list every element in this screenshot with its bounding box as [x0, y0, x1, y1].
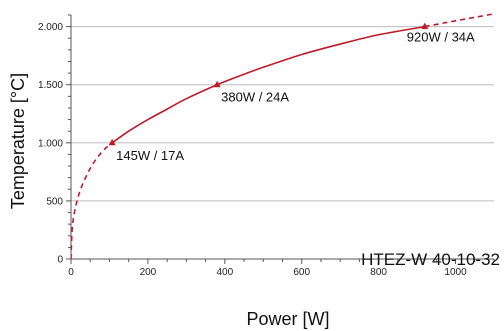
data-point-label: 380W / 24A	[221, 90, 289, 105]
x-tick-label: 1000	[444, 267, 467, 278]
y-tick-label: 1.000	[38, 138, 63, 149]
data-points	[108, 22, 429, 146]
x-tick-label: 600	[293, 267, 310, 278]
gridlines	[71, 26, 494, 202]
y-axis-title: Temperature [°C]	[8, 73, 28, 209]
y-tick-label: 1.500	[38, 80, 63, 91]
x-tick-label: 200	[140, 267, 157, 278]
data-point-label: 145W / 17A	[116, 148, 184, 163]
x-tick-label: 0	[68, 267, 74, 278]
x-tick-label: 800	[370, 267, 387, 278]
x-tick-label: 400	[216, 267, 233, 278]
ticks: 0 200 400 600 800 1000 0 500 1.000 1.500 2.000	[38, 14, 495, 278]
axes	[70, 15, 494, 260]
model-label: HTEZ-W 40-10-32	[361, 250, 500, 269]
series-line-dashed	[424, 13, 495, 28]
text-labels: 145W / 17A 380W / 24A 920W / 34A	[116, 30, 475, 163]
x-axis-title: Power [W]	[246, 309, 329, 329]
data-point-marker	[421, 22, 429, 30]
series-line-solid	[111, 25, 425, 144]
y-tick-label: 2.000	[38, 22, 63, 33]
y-tick-label: 500	[46, 196, 63, 207]
y-tick-label: 0	[57, 255, 63, 266]
data-point-marker	[213, 80, 221, 88]
series-lines	[71, 13, 495, 259]
data-point-label: 920W / 34A	[407, 30, 475, 45]
data-point-marker	[108, 138, 116, 146]
series-line-dashed	[71, 142, 113, 259]
